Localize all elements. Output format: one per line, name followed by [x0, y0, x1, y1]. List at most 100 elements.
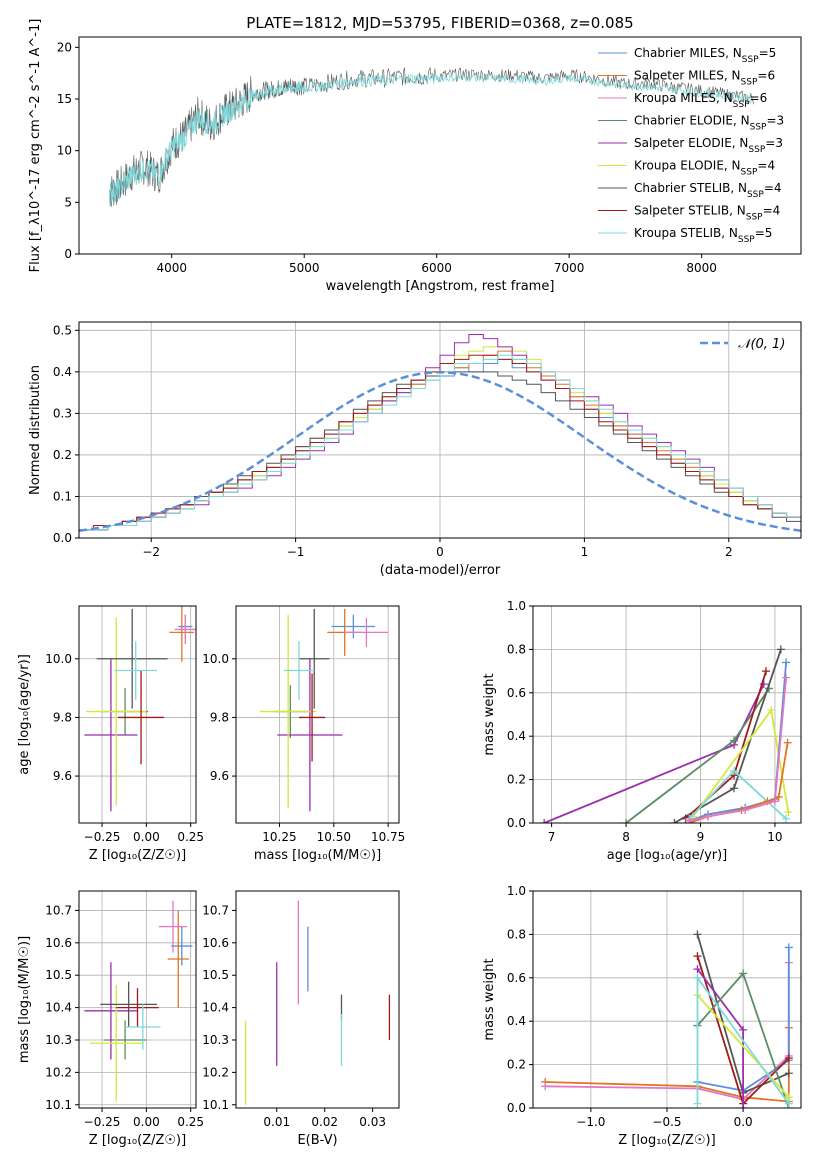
marker-kroupa-elodie [767, 706, 776, 715]
legend-label-kroupa-stelib: Kroupa STELIB, NSSP=5 [634, 226, 772, 245]
marker-chabrier-stelib [784, 1069, 793, 1078]
x-tick-label: 9 [697, 830, 705, 844]
y-tick-label: 0.2 [507, 1058, 526, 1072]
marker-kroupa-miles [770, 797, 779, 806]
y-axis-label: Normed distribution [28, 365, 43, 495]
errorbar-salpeter-stelib [299, 673, 326, 762]
plot-area [84, 900, 193, 1102]
marker-kroupa-stelib [693, 1099, 702, 1108]
x-tick-label: −0.5 [652, 1115, 681, 1129]
x-tick-label: 0.25 [177, 1115, 204, 1129]
y-tick-label: 10.0 [45, 652, 72, 666]
y-tick-label: 10.2 [202, 1065, 229, 1079]
x-tick-label: 10.50 [317, 830, 351, 844]
y-tick-label: 10.3 [202, 1033, 229, 1047]
y-tick-label: 0.8 [507, 642, 526, 656]
legend-label-chabrier-stelib: Chabrier STELIB, NSSP=4 [634, 181, 782, 200]
y-tick-label: 10.6 [202, 936, 229, 950]
x-tick-label: 10 [767, 830, 782, 844]
errorbar-kroupa-stelib [114, 641, 157, 700]
marker-chabrier-stelib [730, 784, 738, 793]
plot-area [244, 900, 391, 1105]
axes-border [235, 890, 400, 1109]
marker-kroupa-miles [541, 1082, 550, 1091]
x-tick-label: 0.00 [133, 1115, 160, 1129]
marker-kroupa-stelib [730, 766, 738, 775]
marker-salpeter-elodie [540, 819, 549, 823]
errorbar-kroupa-stelib [125, 1004, 161, 1050]
y-tick-label: 0.0 [53, 531, 72, 545]
errorbar-chabrier-stelib [96, 608, 168, 709]
y-tick-label: 10 [57, 144, 72, 158]
axes-border [78, 36, 802, 255]
y-tick-label: 0.2 [53, 448, 72, 462]
y-tick-label: 0.8 [507, 927, 526, 941]
x-tick-label: 0.0 [734, 1115, 753, 1129]
x-tick-label: 6000 [421, 261, 452, 275]
x-axis-label: Z [log₁₀(Z/Z☉)] [89, 848, 186, 863]
marker-chabrier-miles [782, 658, 791, 667]
y-tick-label: 10.5 [45, 968, 72, 982]
y-tick-label: 0.0 [507, 1101, 526, 1115]
errorbar-chabrier-stelib [100, 981, 157, 1028]
marker-salpeter-elodie [739, 1104, 748, 1108]
x-axis-label: Z [log₁₀(Z/Z☉)] [89, 1133, 186, 1148]
marker-kroupa-stelib [784, 1099, 793, 1108]
axes-frame: −0.25 0.00 0.25 9.6 9.8 10.0 Z [log₁₀(Z/Z☉)] ag… [17, 605, 204, 863]
x-tick-label: 10.25 [262, 830, 296, 844]
series-chabrier-miles [697, 947, 790, 1092]
y-tick-label: 0 [64, 247, 72, 261]
y-axis-label: mass weight [482, 958, 497, 1040]
legend-label-normal: 𝒩(0, 1) [738, 337, 785, 352]
histogram-salpeter-elodie [79, 333, 801, 538]
axes-frame: 4000 5000 6000 7000 8000 0 5 10 15 20 wavelength [… [28, 19, 802, 294]
marker-kroupa-elodie [784, 808, 793, 817]
x-tick-label: 5000 [289, 261, 320, 275]
y-tick-label: 9.6 [53, 769, 72, 783]
errorbar-kroupa-elodie [86, 617, 147, 806]
axes-border [235, 605, 400, 824]
x-axis-label: mass [log₁₀(M/M☉)] [254, 848, 381, 863]
chart-age_vs_mass: 10.25 10.50 10.75 9.6 9.8 10.0 mass [log₁₀(M/M… [202, 605, 405, 863]
y-tick-label: 9.6 [210, 769, 229, 783]
errorbar-kroupa-miles [174, 614, 196, 645]
y-axis-label: mass [log₁₀(M/M☉)] [17, 936, 32, 1063]
x-axis-label: wavelength [Angstrom, rest frame] [326, 279, 555, 294]
x-tick-label: 0.03 [359, 1115, 386, 1129]
y-tick-label: 0.2 [507, 773, 526, 787]
x-tick-label: −0.25 [84, 1115, 121, 1129]
y-tick-label: 0.4 [53, 365, 72, 379]
x-tick-label: −2 [142, 545, 160, 559]
marker-chabrier-elodie [730, 736, 738, 745]
y-tick-label: 0.6 [507, 971, 526, 985]
x-tick-label: 0.00 [133, 830, 160, 844]
chart-weight_vs_age: 7 8 9 10 0.0 0.2 0.4 0.6 0.8 1.0 age [log₁₀(age/yr… [482, 599, 802, 863]
axes-frame: 7 8 9 10 0.0 0.2 0.4 0.6 0.8 1.0 age [log₁₀(age/yr… [482, 599, 802, 863]
y-tick-label: 10.7 [45, 903, 72, 917]
x-tick-label: −1 [287, 545, 305, 559]
y-tick-label: 0.0 [507, 816, 526, 830]
figure-title: PLATE=1812, MJD=53795, FIBERID=0368, z=0… [246, 14, 633, 32]
plot-area [79, 333, 801, 538]
errorbar-chabrier-stelib [299, 608, 330, 709]
y-tick-label: 10.1 [202, 1098, 229, 1112]
plot-area [259, 608, 389, 812]
y-tick-label: 0.5 [53, 323, 72, 337]
y-tick-label: 10.6 [45, 936, 72, 950]
y-tick-label: 10.4 [45, 1001, 72, 1015]
legend: 𝒩(0, 1) [700, 337, 785, 352]
marker-chabrier-stelib [670, 819, 679, 823]
errorbar-salpeter-stelib [118, 670, 165, 765]
legend-label-chabrier-elodie: Chabrier ELODIE, NSSP=3 [634, 114, 784, 133]
series-kroupa-stelib [109, 72, 755, 204]
marker-chabrier-elodie [622, 819, 631, 823]
marker-salpeter-stelib [762, 667, 771, 676]
marker-chabrier-stelib [776, 645, 785, 654]
axes-border [78, 605, 197, 824]
marker-chabrier-elodie [739, 969, 748, 978]
y-tick-label: 0.3 [53, 406, 72, 420]
series-chabrier-stelib [109, 66, 754, 207]
y-tick-label: 20 [57, 40, 72, 54]
y-tick-label: 10.2 [45, 1065, 72, 1079]
